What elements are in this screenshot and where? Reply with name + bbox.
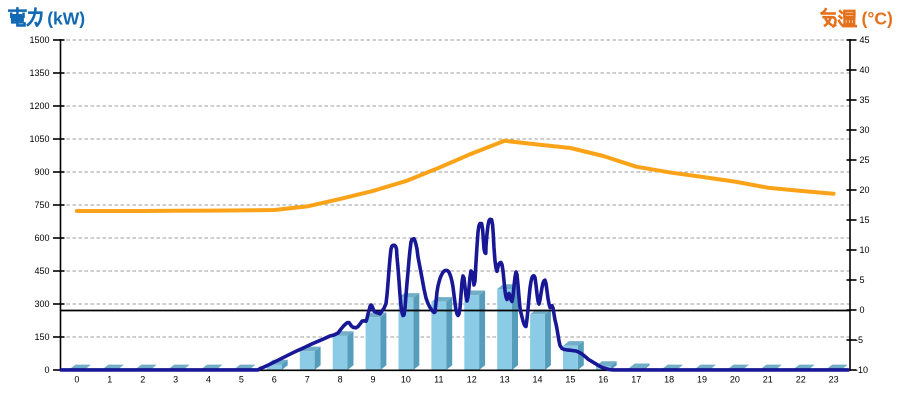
svg-text:1500: 1500 — [29, 35, 49, 45]
svg-text:5: 5 — [239, 375, 244, 385]
svg-text:19: 19 — [697, 375, 707, 385]
svg-text:30: 30 — [860, 125, 870, 135]
svg-text:2: 2 — [140, 375, 145, 385]
svg-text:0: 0 — [44, 365, 49, 375]
svg-text:150: 150 — [34, 332, 49, 342]
svg-text:20: 20 — [860, 185, 870, 195]
svg-text:450: 450 — [34, 266, 49, 276]
svg-text:20: 20 — [730, 375, 740, 385]
svg-text:0: 0 — [74, 375, 79, 385]
svg-text:6: 6 — [272, 375, 277, 385]
svg-text:18: 18 — [664, 375, 674, 385]
svg-text:10: 10 — [401, 375, 411, 385]
svg-text:22: 22 — [796, 375, 806, 385]
svg-text:35: 35 — [860, 95, 870, 105]
svg-text:21: 21 — [763, 375, 773, 385]
svg-text:14: 14 — [532, 375, 542, 385]
svg-text:3: 3 — [173, 375, 178, 385]
svg-text:0: 0 — [860, 305, 865, 315]
svg-text:1200: 1200 — [29, 101, 49, 111]
svg-text:5: 5 — [860, 275, 865, 285]
svg-text:1350: 1350 — [29, 68, 49, 78]
svg-text:40: 40 — [860, 65, 870, 75]
svg-text:1: 1 — [107, 375, 112, 385]
svg-text:-10: -10 — [855, 365, 868, 375]
svg-text:300: 300 — [34, 299, 49, 309]
svg-text:11: 11 — [434, 375, 443, 385]
svg-text:13: 13 — [500, 375, 510, 385]
svg-text:8: 8 — [338, 375, 343, 385]
svg-text:1050: 1050 — [29, 134, 49, 144]
svg-text:900: 900 — [34, 167, 49, 177]
svg-text:7: 7 — [305, 375, 310, 385]
svg-text:10: 10 — [860, 245, 870, 255]
svg-text:(°C): (°C) — [862, 9, 893, 29]
svg-text:4: 4 — [206, 375, 211, 385]
svg-text:12: 12 — [467, 375, 477, 385]
svg-text:750: 750 — [34, 200, 49, 210]
svg-text:(kW): (kW) — [47, 9, 85, 29]
svg-text:17: 17 — [631, 375, 641, 385]
svg-text:25: 25 — [860, 155, 870, 165]
svg-text:16: 16 — [598, 375, 608, 385]
svg-text:9: 9 — [370, 375, 375, 385]
svg-text:-5: -5 — [855, 335, 863, 345]
svg-text:23: 23 — [829, 375, 839, 385]
svg-text:15: 15 — [565, 375, 575, 385]
svg-text:45: 45 — [860, 35, 870, 45]
svg-text:600: 600 — [34, 233, 49, 243]
svg-text:15: 15 — [860, 215, 870, 225]
